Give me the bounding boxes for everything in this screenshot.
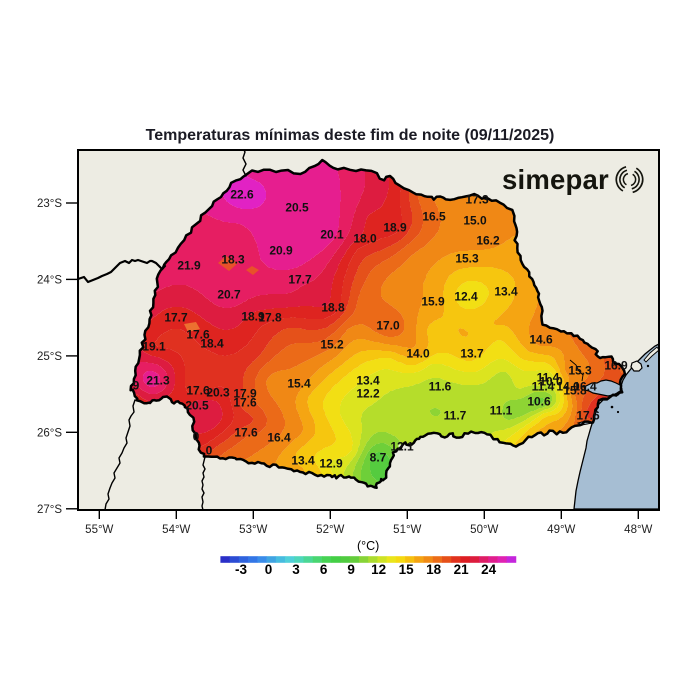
svg-text:13.4: 13.4 xyxy=(291,454,315,468)
svg-text:20.7: 20.7 xyxy=(217,288,241,302)
svg-text:0: 0 xyxy=(265,562,273,577)
svg-text:13.4: 13.4 xyxy=(356,374,380,388)
svg-text:15.0: 15.0 xyxy=(463,214,487,228)
svg-text:11.4: 11.4 xyxy=(532,380,555,394)
svg-text:27°S: 27°S xyxy=(37,504,62,516)
svg-text:14.0: 14.0 xyxy=(406,347,430,361)
svg-text:15.3: 15.3 xyxy=(455,252,479,266)
svg-text:18.9: 18.9 xyxy=(383,221,407,235)
svg-text:9: 9 xyxy=(133,379,140,393)
svg-text:48°W: 48°W xyxy=(624,524,652,536)
svg-text:20.5: 20.5 xyxy=(185,399,209,413)
svg-text:18.4: 18.4 xyxy=(200,337,224,351)
svg-text:6: 6 xyxy=(320,562,328,577)
svg-text:11.4: 11.4 xyxy=(537,371,560,385)
svg-text:(°C): (°C) xyxy=(357,539,379,553)
svg-text:17.6: 17.6 xyxy=(576,409,600,423)
svg-text:simepar: simepar xyxy=(502,164,609,195)
svg-text:12.4: 12.4 xyxy=(454,290,478,304)
svg-text:15: 15 xyxy=(399,562,415,577)
svg-text:49°W: 49°W xyxy=(547,524,575,536)
svg-text:21: 21 xyxy=(454,562,470,577)
svg-text:11.1: 11.1 xyxy=(490,404,513,418)
svg-text:18.0: 18.0 xyxy=(353,232,377,246)
svg-text:12.9: 12.9 xyxy=(319,457,343,471)
svg-text:13.4: 13.4 xyxy=(494,285,518,299)
svg-text:21.3: 21.3 xyxy=(146,374,170,388)
svg-text:21.9: 21.9 xyxy=(177,259,201,273)
svg-text:11.7: 11.7 xyxy=(444,409,467,423)
svg-text:23°S: 23°S xyxy=(37,198,62,210)
svg-text:16.5: 16.5 xyxy=(422,210,446,224)
svg-text:50°W: 50°W xyxy=(470,524,498,536)
svg-text:17.3: 17.3 xyxy=(465,193,489,207)
svg-text:17.7: 17.7 xyxy=(164,311,188,325)
svg-text:15.3: 15.3 xyxy=(568,364,592,378)
svg-text:20.9: 20.9 xyxy=(269,244,293,258)
svg-text:10.6: 10.6 xyxy=(527,395,551,409)
svg-text:3: 3 xyxy=(292,562,300,577)
svg-text:20.1: 20.1 xyxy=(320,228,344,242)
svg-text:12.1: 12.1 xyxy=(390,440,414,454)
svg-text:51°W: 51°W xyxy=(393,524,421,536)
svg-text:24: 24 xyxy=(481,562,497,577)
svg-text:17.6: 17.6 xyxy=(234,426,258,440)
svg-text:10.0: 10.0 xyxy=(539,375,563,389)
svg-text:13.7: 13.7 xyxy=(460,347,484,361)
svg-text:17.8: 17.8 xyxy=(258,311,282,325)
svg-text:16.4: 16.4 xyxy=(573,380,597,394)
svg-text:24°S: 24°S xyxy=(37,274,62,286)
svg-text:14.0: 14.0 xyxy=(556,380,580,394)
svg-text:15.2: 15.2 xyxy=(320,338,344,352)
svg-text:8.7: 8.7 xyxy=(370,451,387,465)
svg-text:15.8: 15.8 xyxy=(563,384,587,398)
svg-text:15.4: 15.4 xyxy=(287,377,311,391)
svg-text:18.9: 18.9 xyxy=(241,310,265,324)
svg-text:52°W: 52°W xyxy=(316,524,344,536)
svg-text:18.8: 18.8 xyxy=(321,301,345,315)
svg-text:14.6: 14.6 xyxy=(529,333,553,347)
svg-text:17.9: 17.9 xyxy=(233,387,257,401)
svg-text:17.7: 17.7 xyxy=(288,273,312,287)
svg-text:18.3: 18.3 xyxy=(221,253,245,267)
svg-text:16.2: 16.2 xyxy=(476,234,500,248)
svg-text:15.9: 15.9 xyxy=(421,295,445,309)
svg-text:12.2: 12.2 xyxy=(356,387,380,401)
svg-text:12: 12 xyxy=(371,562,386,577)
svg-text:17.6: 17.6 xyxy=(186,328,210,342)
svg-text:0: 0 xyxy=(193,430,200,444)
svg-text:18: 18 xyxy=(426,562,442,577)
svg-text:55°W: 55°W xyxy=(85,524,113,536)
svg-text:19.1: 19.1 xyxy=(142,340,166,354)
svg-text:54°W: 54°W xyxy=(162,524,190,536)
svg-text:16.4: 16.4 xyxy=(267,431,291,445)
svg-text:26°S: 26°S xyxy=(37,427,62,439)
svg-text:22.6: 22.6 xyxy=(230,188,254,202)
svg-text:-3: -3 xyxy=(235,562,247,577)
svg-text:0: 0 xyxy=(206,444,213,458)
svg-text:25°S: 25°S xyxy=(37,351,62,363)
svg-text:16.9: 16.9 xyxy=(604,359,628,373)
svg-text:17.6: 17.6 xyxy=(233,396,257,410)
svg-text:Temperaturas mínimas deste fim: Temperaturas mínimas deste fim de noite … xyxy=(146,127,555,144)
svg-text:20.5: 20.5 xyxy=(285,201,309,215)
svg-text:11.6: 11.6 xyxy=(429,380,452,394)
svg-text:17.6: 17.6 xyxy=(186,384,210,398)
svg-text:17.0: 17.0 xyxy=(376,319,400,333)
svg-text:9: 9 xyxy=(347,562,355,577)
svg-text:20.3: 20.3 xyxy=(206,386,230,400)
svg-text:53°W: 53°W xyxy=(239,524,267,536)
